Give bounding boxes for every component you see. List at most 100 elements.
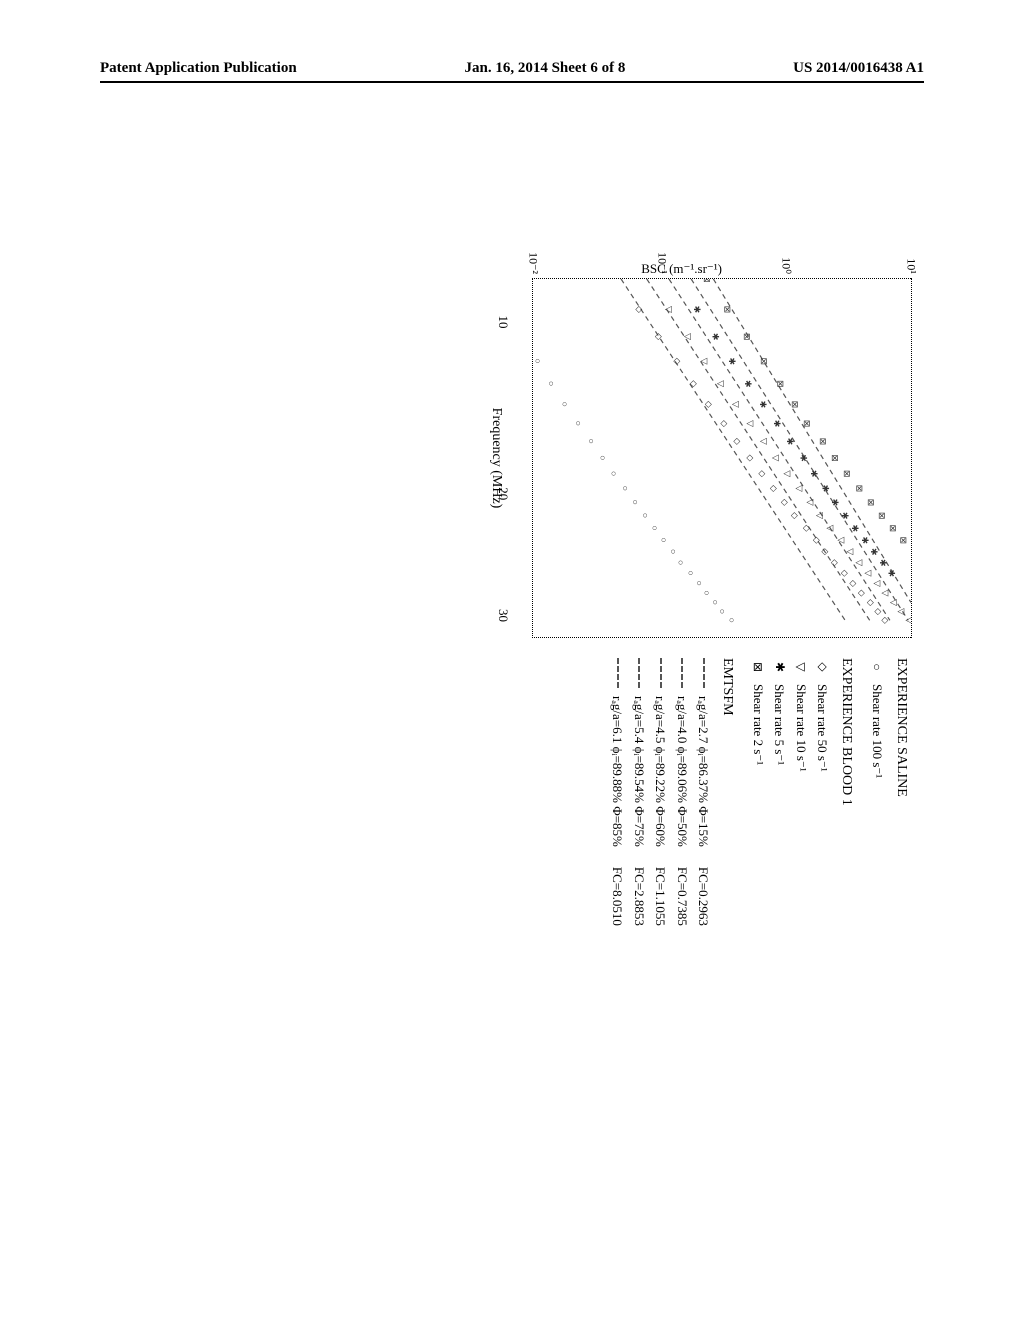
svg-text:⊠: ⊠: [723, 306, 733, 313]
svg-text:○: ○: [718, 609, 728, 614]
svg-text:◇: ◇: [849, 580, 859, 587]
svg-text:◇: ◇: [830, 559, 840, 566]
svg-text:✱: ✱: [809, 470, 819, 477]
svg-text:⊠: ⊠: [888, 524, 898, 531]
legend-fc-value: FC=0.7385: [673, 867, 693, 957]
svg-text:▽: ▽: [759, 438, 769, 445]
legend-fc-value: FC=0.2963: [694, 867, 714, 957]
svg-text:▽: ▽: [783, 470, 793, 477]
svg-text:○: ○: [695, 581, 705, 586]
svg-text:◇: ◇: [881, 617, 891, 624]
y-axis-label: BSC (m⁻¹.sr⁻¹): [641, 261, 722, 277]
legend-item: ✱Shear rate 5 s⁻¹: [770, 658, 790, 957]
legend-marker-icon: ○: [868, 658, 886, 676]
svg-text:○: ○: [586, 439, 596, 444]
svg-text:▽: ▽: [683, 333, 693, 340]
svg-text:○: ○: [598, 455, 608, 460]
legend-marker-icon: ▽: [792, 658, 810, 676]
legend-item: ▽ Shear rate 10 s⁻¹: [792, 658, 812, 957]
chart-svg: ○○○○○○○○○○○○○○○○○○○○○○◇◇◇◇◇◇◇◇◇◇◇◇◇◇◇◇◇◇…: [533, 279, 911, 637]
svg-text:○: ○: [609, 471, 619, 476]
svg-text:▽: ▽: [881, 590, 891, 597]
svg-text:▽: ▽: [845, 548, 855, 555]
chart-legend: EXPERIENCE SALINE ○Shear rate 100 s⁻¹ EX…: [606, 658, 922, 957]
svg-text:✱: ✱: [821, 485, 831, 492]
svg-text:▽: ▽: [889, 599, 899, 606]
svg-text:◇: ◇: [866, 599, 876, 606]
legend-marker-icon: ⊠: [749, 658, 767, 676]
svg-text:✱: ✱: [830, 499, 840, 506]
svg-text:⊠: ⊠: [818, 438, 828, 445]
x-tick-label: 30: [495, 609, 511, 622]
svg-text:○: ○: [546, 381, 556, 386]
legend-item-label: Shear rate 10 s⁻¹: [792, 684, 812, 772]
svg-text:◇: ◇: [840, 570, 850, 577]
svg-text:✱: ✱: [798, 454, 808, 461]
svg-text:⊠: ⊠: [742, 333, 752, 340]
svg-text:✱: ✱: [785, 438, 795, 445]
svg-text:⊠: ⊠: [759, 357, 769, 364]
svg-text:○: ○: [560, 402, 570, 407]
svg-text:○: ○: [533, 359, 543, 364]
svg-text:○: ○: [702, 590, 712, 595]
legend-model-item: rₐg/a=5.4 ϕᵢ=89.54% Φ=75%FC=2.8853: [630, 658, 650, 957]
svg-text:▽: ▽: [794, 485, 804, 492]
svg-text:⊠: ⊠: [898, 536, 908, 543]
svg-text:○: ○: [676, 560, 686, 565]
legend-fc-value: FC=8.0510: [608, 867, 628, 957]
svg-text:⊠: ⊠: [877, 512, 887, 519]
legend-line-icon: [703, 658, 705, 688]
legend-model-label: rₐg/a=6.1 ϕᵢ=89.88% Φ=85%: [608, 696, 628, 847]
svg-text:○: ○: [574, 421, 584, 426]
svg-text:◇: ◇: [733, 438, 743, 445]
svg-text:◇: ◇: [654, 333, 664, 340]
svg-text:▽: ▽: [896, 608, 906, 615]
svg-text:◇: ◇: [757, 470, 767, 477]
svg-text:⊠: ⊠: [866, 499, 876, 506]
page-header: Patent Application Publication Jan. 16, …: [100, 60, 924, 83]
svg-text:◇: ◇: [802, 525, 812, 532]
legend-model-item: rₐg/a=2.7 ϕᵢ=86.37% Φ=15%FC=0.2963: [694, 658, 714, 957]
svg-text:✱: ✱: [886, 570, 896, 577]
svg-text:✱: ✱: [710, 333, 720, 340]
legend-model-item: rₐg/a=6.1 ϕᵢ=89.88% Φ=85% FC=8.0510: [608, 658, 628, 957]
legend-item: ◇Shear rate 50 s⁻¹: [813, 658, 833, 957]
svg-text:▽: ▽: [771, 455, 781, 462]
svg-text:○: ○: [620, 486, 630, 491]
svg-text:✱: ✱: [772, 420, 782, 427]
y-tick-label: 10¹: [904, 258, 919, 274]
svg-text:◇: ◇: [790, 512, 800, 519]
svg-text:◇: ◇: [769, 485, 779, 492]
svg-text:◇: ◇: [719, 420, 729, 427]
svg-text:✱: ✱: [727, 357, 737, 364]
svg-text:⊠: ⊠: [802, 420, 812, 427]
svg-text:⊠: ⊠: [775, 380, 785, 387]
header-right: US 2014/0016438 A1: [793, 60, 924, 77]
svg-text:○: ○: [710, 600, 720, 605]
legend-saline-items: ○Shear rate 100 s⁻¹: [868, 658, 888, 957]
legend-marker-icon: ✱: [771, 658, 789, 676]
svg-text:▽: ▽: [904, 617, 911, 624]
svg-text:⊠: ⊠: [854, 485, 864, 492]
figure-container: ○○○○○○○○○○○○○○○○○○○○○○◇◇◇◇◇◇◇◇◇◇◇◇◇◇◇◇◇◇…: [62, 218, 962, 1042]
svg-text:○: ○: [686, 571, 696, 576]
svg-text:◇: ◇: [812, 537, 822, 544]
svg-text:◇: ◇: [634, 306, 644, 313]
y-axis-ticks: 10¹10⁰10⁻¹10⁻²: [533, 239, 911, 274]
svg-text:▽: ▽: [700, 358, 710, 365]
legend-saline-title: EXPERIENCE SALINE: [891, 658, 912, 957]
svg-text:◇: ◇: [873, 608, 883, 615]
svg-text:✱: ✱: [743, 380, 753, 387]
chart-plot-area: ○○○○○○○○○○○○○○○○○○○○○○◇◇◇◇◇◇◇◇◇◇◇◇◇◇◇◇◇◇…: [532, 278, 912, 638]
svg-text:◇: ◇: [689, 380, 699, 387]
legend-line-icon: [617, 658, 619, 688]
svg-text:○: ○: [650, 526, 660, 531]
legend-model-title: EMTSFM: [718, 658, 739, 957]
header-center: Jan. 16, 2014 Sheet 6 of 8: [464, 60, 625, 77]
svg-text:◇: ◇: [672, 358, 682, 365]
legend-model-label: rₐg/a=4.5 ϕᵢ=89.22% Φ=60%: [651, 696, 671, 847]
svg-text:▽: ▽: [872, 580, 882, 587]
svg-text:▽: ▽: [826, 525, 836, 532]
svg-text:◇: ◇: [780, 499, 790, 506]
legend-blood-title: EXPERIENCE BLOOD 1: [837, 658, 858, 957]
